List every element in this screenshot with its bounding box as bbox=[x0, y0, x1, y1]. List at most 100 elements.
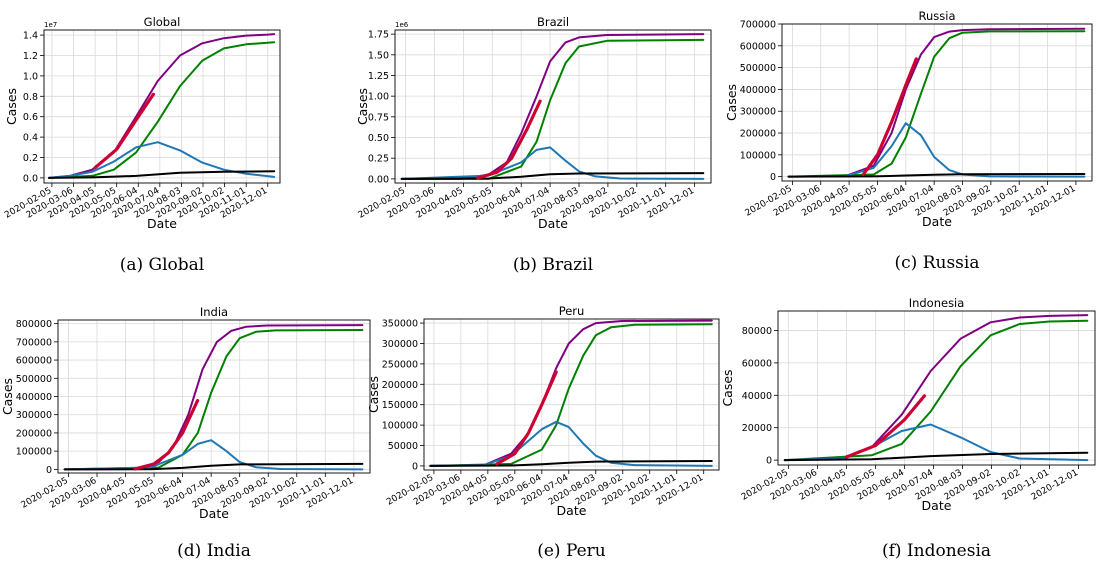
series-line-deaths bbox=[400, 172, 705, 180]
figure-caption: (b) Brazil bbox=[513, 255, 593, 275]
y-tick-label: 1.2 bbox=[23, 51, 38, 62]
y-tick-label: 1.0 bbox=[23, 71, 38, 82]
y-tick-label: 60000 bbox=[742, 358, 772, 369]
chart-panel-india: 0 100000 200000 300000 400000 500000 600000 700… bbox=[0, 305, 371, 561]
chart-title: Brazil bbox=[537, 15, 569, 29]
chart-panel-brazil: 0.000.250.500.751.001.251.501.752020-02-… bbox=[355, 15, 712, 275]
series-line-observed bbox=[495, 370, 558, 466]
y-tick-label: 100000 bbox=[382, 421, 418, 432]
y-tick-label: 1.75 bbox=[368, 30, 389, 41]
chart-title: Global bbox=[144, 15, 181, 29]
y-tick-label: 500000 bbox=[16, 374, 52, 385]
series-line-total bbox=[63, 324, 364, 471]
y-tick-label: 0.00 bbox=[368, 174, 389, 185]
chart-title: Peru bbox=[559, 304, 585, 318]
plot-frame bbox=[57, 319, 371, 474]
chart-panel-peru: 0 50000 100000 150000 200000 250000 300000 3500… bbox=[366, 304, 720, 561]
y-tick-label: 50000 bbox=[388, 441, 418, 452]
series-line-recovered bbox=[63, 329, 364, 471]
y-tick-label: 20000 bbox=[742, 423, 772, 434]
x-axis-label: Date bbox=[922, 214, 952, 229]
y-tick-label: 500000 bbox=[740, 63, 776, 74]
y-axis-label: Cases bbox=[4, 88, 19, 125]
y-tick-label: 200000 bbox=[382, 380, 418, 391]
y-tick-label: 0 bbox=[412, 461, 418, 472]
series-line-active bbox=[787, 122, 1086, 178]
plot-frame bbox=[43, 29, 281, 184]
y-tick-label: 100000 bbox=[16, 447, 52, 458]
plot-frame bbox=[781, 23, 1093, 182]
y-tick-label: 100000 bbox=[740, 150, 776, 161]
axis-offset-label: 1e6 bbox=[395, 21, 409, 29]
y-tick-label: 1.50 bbox=[368, 50, 389, 61]
series-line-deaths bbox=[48, 170, 276, 179]
figure-caption: (a) Global bbox=[120, 255, 205, 275]
plot-frame bbox=[394, 29, 712, 184]
y-axis-label: Cases bbox=[366, 376, 381, 413]
chart-title: Russia bbox=[919, 9, 956, 23]
series-line-observed bbox=[861, 57, 918, 177]
series-line-total bbox=[787, 27, 1086, 178]
series-line-observed bbox=[93, 92, 155, 170]
y-tick-label: 1.25 bbox=[368, 71, 389, 82]
plot-frame bbox=[423, 318, 720, 471]
figure-caption: (d) India bbox=[177, 541, 251, 561]
series-line-total bbox=[48, 33, 276, 179]
series-line-active bbox=[783, 423, 1089, 462]
series-line-total bbox=[783, 314, 1089, 462]
y-axis-label: Cases bbox=[355, 88, 370, 125]
y-axis-label: Cases bbox=[720, 369, 735, 406]
y-tick-label: 600000 bbox=[16, 356, 52, 367]
y-axis-label: Cases bbox=[0, 378, 15, 415]
series-line-recovered bbox=[787, 30, 1086, 178]
y-tick-label: 0.50 bbox=[368, 133, 389, 144]
series-line-recovered bbox=[783, 319, 1089, 462]
y-tick-label: 300000 bbox=[382, 339, 418, 350]
y-tick-label: 0.2 bbox=[23, 153, 38, 164]
series-line-total bbox=[429, 319, 713, 467]
y-tick-label: 1.00 bbox=[368, 92, 389, 103]
series-line-deaths bbox=[783, 451, 1089, 462]
series-line-deaths bbox=[787, 173, 1086, 178]
series-line-active bbox=[63, 439, 364, 471]
y-tick-label: 0.0 bbox=[23, 173, 38, 184]
chart-panel-indonesia: 0200004000060000800002020-02-052020-03-0… bbox=[720, 296, 1096, 561]
y-tick-label: 0.6 bbox=[23, 112, 38, 123]
y-tick-label: 80000 bbox=[742, 326, 772, 337]
series-line-total bbox=[400, 33, 705, 180]
y-tick-label: 1.4 bbox=[23, 31, 38, 42]
chart-title: Indonesia bbox=[909, 296, 965, 310]
y-tick-label: 0.75 bbox=[368, 112, 389, 123]
x-axis-label: Date bbox=[199, 506, 229, 521]
figure-caption: (f) Indonesia bbox=[882, 541, 991, 561]
chart-title: India bbox=[200, 305, 228, 319]
plot-frame bbox=[777, 310, 1096, 466]
series-line-observed bbox=[844, 393, 927, 459]
y-tick-label: 0.8 bbox=[23, 92, 38, 103]
y-tick-label: 300000 bbox=[740, 107, 776, 118]
series-line-deaths bbox=[429, 460, 713, 467]
y-tick-label: 40000 bbox=[742, 391, 772, 402]
x-axis-label: Date bbox=[538, 216, 568, 231]
chart-panel-global: 0.00.20.40.60.81.01.21.42020-02-052020-0… bbox=[3, 15, 281, 275]
x-axis-label: Date bbox=[922, 498, 952, 513]
y-tick-label: 150000 bbox=[382, 400, 418, 411]
y-tick-label: 350000 bbox=[382, 319, 418, 330]
figure-caption: (c) Russia bbox=[895, 253, 980, 273]
y-tick-label: 0.4 bbox=[23, 133, 38, 144]
y-tick-label: 200000 bbox=[740, 129, 776, 140]
y-tick-label: 700000 bbox=[740, 20, 776, 31]
series-line-recovered bbox=[48, 41, 276, 179]
series-line-active bbox=[429, 420, 713, 467]
y-tick-label: 300000 bbox=[16, 410, 52, 421]
y-tick-label: 0.25 bbox=[368, 154, 389, 165]
x-axis-label: Date bbox=[147, 216, 177, 231]
series-line-recovered bbox=[400, 38, 705, 180]
series-line-observed bbox=[476, 98, 543, 180]
axis-offset-label: 1e7 bbox=[44, 21, 57, 29]
y-tick-label: 400000 bbox=[16, 392, 52, 403]
y-tick-label: 600000 bbox=[740, 41, 776, 52]
series-line-active bbox=[400, 146, 705, 180]
series-line-recovered bbox=[429, 323, 713, 467]
